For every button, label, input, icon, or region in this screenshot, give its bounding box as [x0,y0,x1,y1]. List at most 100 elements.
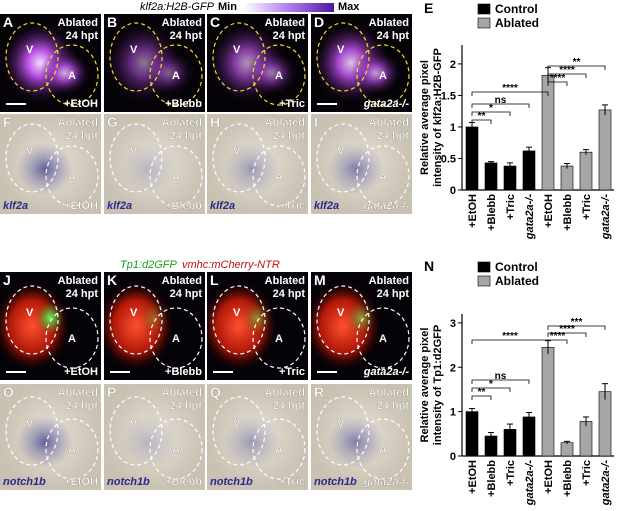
sig-label: ** [573,57,581,68]
bar [598,391,612,457]
image [207,114,308,214]
image [311,14,412,112]
panel-label: 24 hpt [377,400,410,412]
x-tick-label: +Blebb [562,460,574,497]
bar [541,346,555,457]
panel-label: 24 hpt [377,288,410,300]
panel-label: Ablated [265,17,305,29]
sig-bracket [547,73,587,78]
panel-label: Ablated [58,17,98,29]
chamber-label: A [172,444,180,456]
image [207,14,308,112]
x-tick-label: gata2a-/- [600,194,612,241]
condition-label: +Tric [279,366,305,378]
condition-label: gata2a-/- [363,98,410,110]
sig-label: ** [478,387,486,398]
bar [598,109,612,191]
y-tick-label: 3 [450,318,456,330]
panel-label: Ablated [162,275,202,287]
outline-a [149,307,203,369]
panel-label: Ablated [58,387,98,399]
signal [224,143,280,195]
sig-label: ** [478,111,486,122]
panel-letter: C [210,14,220,30]
outline-v [212,22,266,92]
chamber-label: A [379,444,387,456]
sig-label: * [489,379,493,390]
panel-label: Ablated [369,275,409,287]
outline-a [252,418,306,480]
chamber-label: A [379,333,387,345]
header-red: vmhc:mCherry-NTR [182,259,280,271]
gene-label: notch1b [314,476,357,488]
outline-a [252,307,306,369]
panel-letter: D [314,14,324,30]
image [0,384,101,490]
sig-label: ns [495,95,507,106]
chamber-label: V [26,307,34,319]
chamber-label: V [26,418,34,430]
panel-letter: G [107,114,118,130]
condition-label: +Tric [279,98,305,110]
image [207,272,308,380]
panel-label: 24 hpt [66,30,99,42]
condition-label: gata2a-/- [363,476,410,488]
outline-v [316,22,370,92]
chamber-label: A [68,333,76,345]
sig-label: **** [550,331,566,342]
y-tick-label: 0.5 [441,153,456,165]
signal [328,416,384,468]
chamber-label: A [275,444,283,456]
sig-bracket [547,81,568,86]
y-tick-label: 1.5 [441,90,456,102]
panel-label: Ablated [162,17,202,29]
y-axis-label: Relative average pixel [419,60,431,175]
x-tick-label: +EtOH [543,460,555,494]
chamber-label: A [275,333,283,345]
sig-label: *** [571,317,583,328]
chamber-label: A [379,70,387,82]
y-tick-label: 1 [450,122,456,134]
outline-v [5,396,59,466]
gene-label: klf2a [210,200,235,212]
y-tick-label: 0 [450,451,456,463]
panel-letter: H [210,114,220,130]
panel-label: 24 hpt [170,130,203,142]
legend-label: Ablated [495,274,539,288]
signal [351,51,401,95]
outline-v [5,123,59,193]
legend-swatch [477,275,491,287]
condition-label: gata2a-/- [363,200,410,212]
chamber-label: A [68,70,76,82]
outline-a [45,44,99,106]
signal [36,302,64,334]
y-axis-label: intensity of Tp1:d2GFP [432,325,444,445]
y-tick-label: 2 [450,59,456,71]
sig-bracket [471,379,530,384]
x-tick-label: +EtOH [543,194,555,228]
image [0,272,101,380]
sig-label: **** [559,324,575,335]
outline-v [109,285,163,355]
signal [243,302,271,334]
chamber-label: A [379,171,387,183]
legend-swatch [477,17,491,29]
signal [17,143,73,195]
panel-label: 24 hpt [66,288,99,300]
gene-label: notch1b [210,476,253,488]
panel-label: 24 hpt [377,130,410,142]
condition-label: +EtOH [64,476,98,488]
chamber-label: V [233,418,241,430]
chamber-label: V [130,418,138,430]
panel-letter: A [3,14,13,30]
condition-label: +Blebb [165,98,202,110]
panel-label: Ablated [162,117,202,129]
header-reporter: klf2a:H2B-GFP [140,1,215,13]
